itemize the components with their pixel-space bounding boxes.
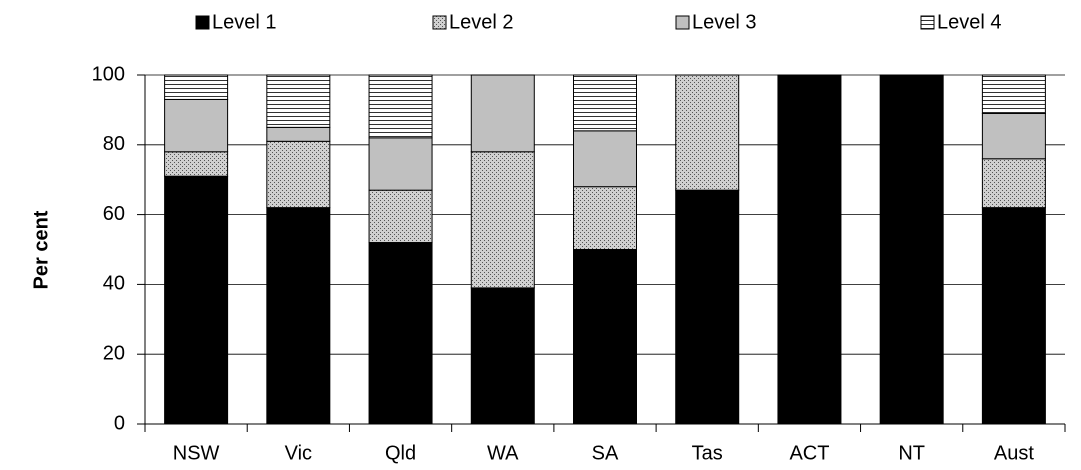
bar-segment <box>266 126 331 142</box>
bar-segment <box>470 287 535 425</box>
bar-segment <box>981 207 1046 425</box>
bar-segment <box>266 74 331 128</box>
x-tick-label: Qld <box>385 442 416 464</box>
legend-swatch <box>195 15 210 30</box>
x-tick-label: Aust <box>994 442 1034 464</box>
x-tick-label: NT <box>898 442 925 464</box>
legend-swatch <box>920 15 935 30</box>
x-tick-label: ACT <box>789 442 829 464</box>
x-tick-label: NSW <box>173 442 220 464</box>
y-tick-label: 80 <box>103 133 125 155</box>
bar-segment <box>368 137 433 191</box>
bar-segment <box>981 158 1046 209</box>
bar-segment <box>266 140 331 209</box>
bar-segment <box>164 151 229 177</box>
legend-swatch <box>675 15 690 30</box>
y-tick-label: 100 <box>92 63 125 85</box>
bar-segment <box>981 74 1046 114</box>
bar-segment <box>675 189 740 425</box>
y-tick-label: 20 <box>103 342 125 364</box>
bar-segment <box>368 189 433 244</box>
x-tick-label: SA <box>592 442 619 464</box>
bar-segment <box>164 74 229 100</box>
bar-segment <box>470 74 535 153</box>
bar-segment <box>879 74 944 425</box>
x-tick-label: Vic <box>285 442 312 464</box>
bar-segment <box>164 175 229 425</box>
x-tick-label: Tas <box>692 442 723 464</box>
bar-segment <box>573 186 637 250</box>
bar-segment <box>368 242 433 425</box>
legend-label: Level 1 <box>212 11 277 33</box>
bar-segment <box>777 74 842 425</box>
bar-segment <box>675 74 740 191</box>
legend-label: Level 2 <box>449 11 514 33</box>
legend-label: Level 3 <box>692 11 757 33</box>
bar-segment <box>470 151 535 289</box>
bar-segment <box>981 112 1046 160</box>
bar-segment <box>573 249 637 425</box>
bar-segment <box>573 130 637 188</box>
y-tick-label: 60 <box>103 203 125 225</box>
bar-segment <box>368 74 433 139</box>
x-tick-label: WA <box>487 442 519 464</box>
y-axis-title: Per cent <box>30 210 52 289</box>
y-tick-label: 0 <box>114 412 125 434</box>
bar-segment <box>266 207 331 425</box>
bar-segment <box>573 74 637 132</box>
legend-label: Level 4 <box>937 11 1002 33</box>
legend-swatch <box>432 15 447 30</box>
bar-segment <box>164 98 229 153</box>
y-tick-label: 40 <box>103 273 125 295</box>
